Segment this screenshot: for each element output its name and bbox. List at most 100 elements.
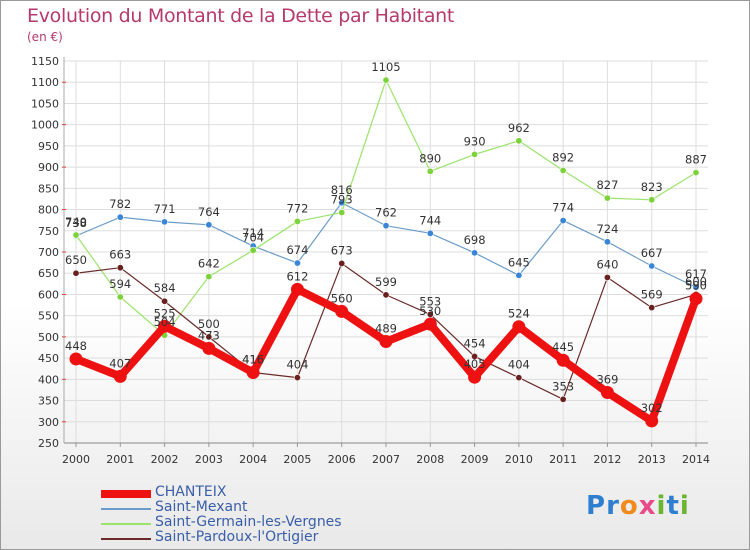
data-label: 553	[419, 294, 441, 308]
data-label: 454	[464, 336, 486, 350]
data-point	[249, 246, 257, 254]
y-tick-label: 600	[38, 288, 59, 301]
y-tick-label: 400	[38, 373, 59, 386]
data-point	[603, 238, 611, 246]
data-labels: 738 782 771 764 714 674 816 762 744 698 645 774 724 6…	[65, 60, 707, 415]
legend-item: Saint-Pardoux-l'Ortigier	[101, 529, 431, 546]
y-tick-label: 1050	[31, 97, 59, 110]
data-point	[426, 229, 434, 237]
data-label: 524	[508, 307, 530, 321]
data-label: 407	[109, 356, 131, 370]
x-tick-label: 2014	[682, 453, 710, 466]
data-point	[293, 374, 301, 382]
data-label: 642	[198, 257, 220, 271]
data-label: 489	[375, 322, 397, 336]
x-tick-label: 2011	[549, 453, 577, 466]
data-label: 724	[596, 222, 618, 236]
data-label: 674	[286, 243, 308, 257]
data-label: 404	[508, 358, 530, 372]
data-point	[426, 167, 434, 175]
data-point	[72, 269, 80, 277]
x-tick-label: 2009	[461, 453, 489, 466]
legend-item: Saint-Mexant	[101, 499, 431, 516]
data-label: 782	[109, 197, 131, 211]
data-point	[293, 259, 301, 267]
data-label: 698	[464, 233, 486, 247]
data-label: 590	[685, 279, 707, 293]
data-point	[692, 169, 700, 177]
data-label: 962	[508, 121, 530, 135]
x-tick-label: 2012	[593, 453, 621, 466]
data-label: 816	[331, 183, 353, 197]
data-point	[556, 353, 570, 367]
y-tick-label: 950	[38, 140, 59, 153]
data-point	[246, 366, 260, 380]
legend: CHANTEIX Saint-Mexant Saint-Germain-les-Ve…	[101, 484, 431, 546]
data-point	[559, 217, 567, 225]
data-label: 369	[596, 372, 618, 386]
data-label: 599	[375, 275, 397, 289]
data-label: 772	[286, 201, 308, 215]
y-tick-label: 550	[38, 310, 59, 323]
x-tick-label: 2007	[372, 453, 400, 466]
data-point	[468, 370, 482, 384]
logo-letter: t	[666, 491, 680, 521]
data-label: 738	[65, 216, 87, 230]
data-label: 740	[65, 215, 87, 229]
data-point	[116, 264, 124, 272]
axes: 250 300 350 400 450 500 550 600 650 700 750 800 850 9…	[31, 55, 710, 466]
y-tick-label: 850	[38, 182, 59, 195]
data-label: 774	[552, 201, 574, 215]
x-tick-label: 2008	[416, 453, 444, 466]
logo-letter: x	[638, 491, 657, 521]
data-point	[689, 292, 703, 306]
data-label: 650	[65, 253, 87, 267]
data-label: 302	[641, 401, 663, 415]
data-point	[559, 167, 567, 175]
legend-label: CHANTEIX	[155, 484, 227, 500]
data-label: 793	[331, 193, 353, 207]
logo-letter: r	[606, 491, 620, 521]
legend-item: CHANTEIX	[101, 484, 431, 501]
data-point	[293, 217, 301, 225]
data-point	[382, 76, 390, 84]
data-point	[600, 385, 614, 399]
data-label: 673	[331, 243, 353, 257]
data-point	[338, 209, 346, 217]
data-label: 744	[419, 213, 441, 227]
data-label: 645	[508, 255, 530, 269]
y-tick-label: 800	[38, 204, 59, 217]
y-tick-label: 250	[38, 437, 59, 450]
legend-label: Saint-Germain-les-Vergnes	[155, 514, 342, 530]
series-lines	[69, 76, 703, 428]
y-tick-label: 1000	[31, 119, 59, 132]
legend-swatch	[101, 490, 151, 498]
data-label: 600	[685, 274, 707, 288]
y-tick-label: 900	[38, 161, 59, 174]
data-point	[338, 259, 346, 267]
legend-label: Saint-Pardoux-l'Ortigier	[155, 529, 319, 545]
x-tick-label: 2005	[283, 453, 311, 466]
proxiti-logo: Proxiti	[586, 491, 690, 521]
data-point	[471, 352, 479, 360]
data-label: 892	[552, 151, 574, 165]
x-tick-label: 2003	[195, 453, 223, 466]
data-point	[113, 369, 127, 383]
y-tick-label: 700	[38, 246, 59, 259]
data-label: 405	[464, 357, 486, 371]
data-label: 714	[242, 226, 264, 240]
data-point	[116, 213, 124, 221]
data-label: 530	[419, 304, 441, 318]
data-point	[515, 271, 523, 279]
data-point	[69, 352, 83, 366]
x-tick-label: 2000	[62, 453, 90, 466]
data-label: 500	[198, 317, 220, 331]
legend-swatch	[101, 523, 151, 525]
data-point	[559, 395, 567, 403]
logo-letter: P	[586, 491, 607, 521]
data-point	[423, 317, 437, 331]
y-tick-label: 1100	[31, 76, 59, 89]
data-point	[382, 222, 390, 230]
data-label: 584	[154, 281, 176, 295]
